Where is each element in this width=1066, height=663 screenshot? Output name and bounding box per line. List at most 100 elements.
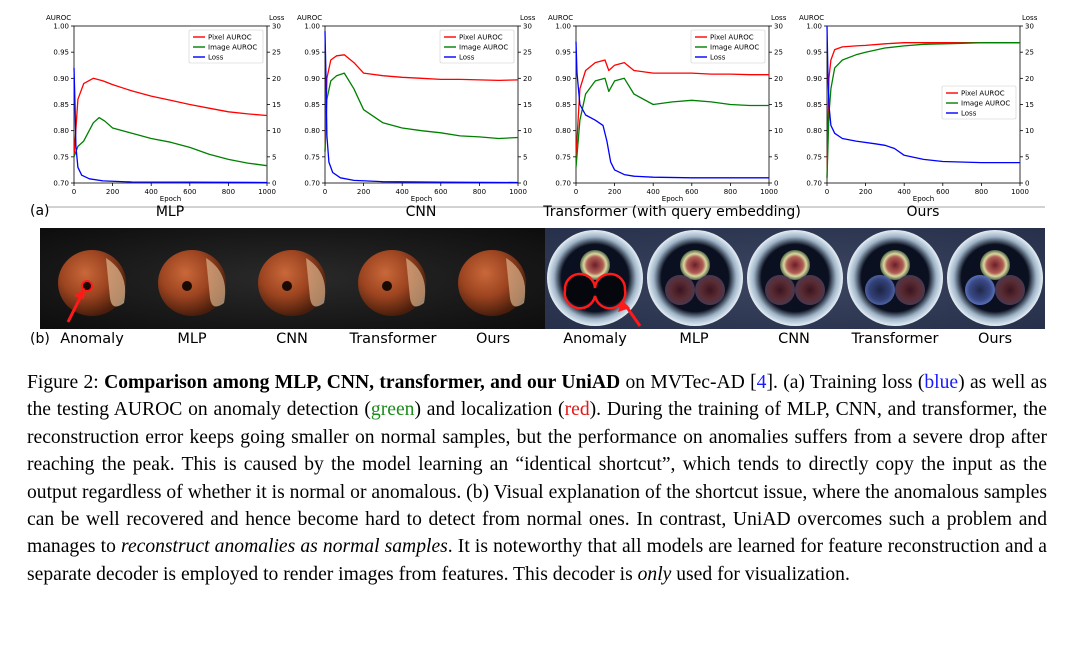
y-tick-label: 0.95 xyxy=(53,49,69,57)
y2-tick-label: 15 xyxy=(774,101,783,109)
hazelnut-tiles xyxy=(40,228,545,329)
y-tick-label: 0.90 xyxy=(555,75,571,83)
x-tick-label: 1000 xyxy=(509,188,527,196)
caption-text: ). During the training of MLP, CNN, and … xyxy=(27,399,1048,558)
x-tick-label: 400 xyxy=(898,188,911,196)
x-tick-label: 200 xyxy=(608,188,621,196)
y2-tick-label: 20 xyxy=(523,75,532,83)
x-tick-label: 400 xyxy=(396,188,409,196)
y2-tick-label: 5 xyxy=(523,153,527,161)
y-tick-label: 0.85 xyxy=(304,101,320,109)
series-line-pixel-auroc xyxy=(73,77,268,157)
y-tick-label: 0.80 xyxy=(806,127,822,135)
caption-green-word: green xyxy=(370,399,415,421)
y2-tick-label: 30 xyxy=(523,23,532,31)
y2-tick-label: 25 xyxy=(1025,49,1034,57)
cable-mlp-image xyxy=(647,230,743,326)
legend-box xyxy=(439,29,515,64)
cable-cnn-image xyxy=(747,230,843,326)
y2-tick-label: 10 xyxy=(272,127,281,135)
y-tick-label: 0.75 xyxy=(806,153,822,161)
label-left-ours: Ours xyxy=(475,331,511,347)
y-tick-label: 0.80 xyxy=(555,127,571,135)
y-axis-label: AUROC xyxy=(297,14,322,22)
x-tick-label: 0 xyxy=(72,188,76,196)
label-left-mlp: MLP xyxy=(177,331,207,347)
legend-entry: Pixel AUROC xyxy=(710,34,754,42)
cable-transformer-image xyxy=(847,230,943,326)
chart-0: 0.70 0.75 0.80 0.85 0.90 0.95 1.00 0 5 10 15 20 25 30… xyxy=(46,14,285,203)
y2-tick-label: 30 xyxy=(272,23,281,31)
series-line-loss xyxy=(73,67,268,184)
y2-tick-label: 0 xyxy=(523,180,527,188)
citation-link[interactable]: 4 xyxy=(756,372,767,393)
cable-anomaly-image xyxy=(547,230,643,327)
hazelnut-transformer-image xyxy=(358,250,426,316)
y-tick-label: 1.00 xyxy=(53,23,69,31)
part-a-label: (a) xyxy=(30,203,50,219)
hazelnut-ours-image xyxy=(458,250,526,316)
legend-entry: Loss xyxy=(710,54,726,62)
y2-tick-label: 10 xyxy=(774,127,783,135)
y-tick-label: 0.70 xyxy=(555,180,571,188)
label-right-cnn: CNN xyxy=(778,331,810,347)
series-line-loss xyxy=(324,31,519,184)
y2-tick-label: 5 xyxy=(272,153,276,161)
y2-tick-label: 25 xyxy=(774,49,783,57)
legend-entry: Image AUROC xyxy=(710,44,759,52)
image-strip-svg xyxy=(40,228,1045,329)
x-tick-label: 0 xyxy=(825,188,829,196)
hazelnut-anomaly-image xyxy=(58,250,126,323)
series-line-image-auroc xyxy=(73,116,268,167)
x-tick-label: 600 xyxy=(183,188,196,196)
part-b-label: (b) xyxy=(30,331,50,347)
y2-tick-label: 25 xyxy=(272,49,281,57)
x-tick-label: 200 xyxy=(106,188,119,196)
cable-ours-image xyxy=(947,230,1043,326)
caption-text: ) and localization ( xyxy=(414,399,565,421)
series-line-pixel-auroc xyxy=(575,59,769,157)
y-tick-label: 0.90 xyxy=(806,75,822,83)
legend-entry: Loss xyxy=(459,54,475,62)
y-tick-label: 1.00 xyxy=(806,23,822,31)
y2-axis-label: Loss xyxy=(269,14,285,22)
x-tick-label: 400 xyxy=(145,188,158,196)
x-tick-label: 1000 xyxy=(258,188,276,196)
y2-tick-label: 30 xyxy=(774,23,783,31)
x-tick-label: 800 xyxy=(222,188,235,196)
x-axis-label: Epoch xyxy=(160,195,181,203)
chart-2: 0.70 0.75 0.80 0.85 0.90 0.95 1.00 0 5 10 15 20 25 30… xyxy=(548,14,787,203)
y-tick-label: 0.70 xyxy=(304,180,320,188)
caption-italic-only: only xyxy=(637,563,672,585)
legend-entry: Image AUROC xyxy=(961,100,1010,108)
hazelnut-cnn-image xyxy=(258,250,326,316)
y-tick-label: 0.80 xyxy=(304,127,320,135)
y2-tick-label: 5 xyxy=(1025,153,1029,161)
x-tick-label: 1000 xyxy=(760,188,778,196)
figure-caption: Figure 2: Comparison among MLP, CNN, tra… xyxy=(27,369,1047,588)
series-line-loss xyxy=(826,25,1020,164)
y2-tick-label: 20 xyxy=(1025,75,1034,83)
x-tick-label: 400 xyxy=(647,188,660,196)
y2-tick-label: 15 xyxy=(523,101,532,109)
chart-3: 0.70 0.75 0.80 0.85 0.90 0.95 1.00 0 5 10 15 20 25 30… xyxy=(799,14,1038,203)
y2-axis-label: Loss xyxy=(520,14,536,22)
label-right-ours: Ours xyxy=(977,331,1013,347)
y2-tick-label: 20 xyxy=(774,75,783,83)
label-left-anomaly: Anomaly xyxy=(60,331,124,347)
y-tick-label: 0.80 xyxy=(53,127,69,135)
y-tick-label: 0.75 xyxy=(555,153,571,161)
legend-entry: Pixel AUROC xyxy=(459,34,503,42)
y-tick-label: 0.75 xyxy=(304,153,320,161)
y-axis-label: AUROC xyxy=(548,14,573,22)
x-tick-label: 800 xyxy=(975,188,988,196)
caption-red-word: red xyxy=(564,399,590,421)
x-axis-label: Epoch xyxy=(662,195,683,203)
y2-axis-label: Loss xyxy=(771,14,787,22)
y-tick-label: 0.70 xyxy=(806,180,822,188)
chart-title-cnn: CNN xyxy=(405,204,437,220)
y-tick-label: 1.00 xyxy=(555,23,571,31)
y-axis-label: AUROC xyxy=(799,14,824,22)
y-tick-label: 0.90 xyxy=(304,75,320,83)
chart-title-transformer: Transformer (with query embedding) xyxy=(543,204,801,220)
